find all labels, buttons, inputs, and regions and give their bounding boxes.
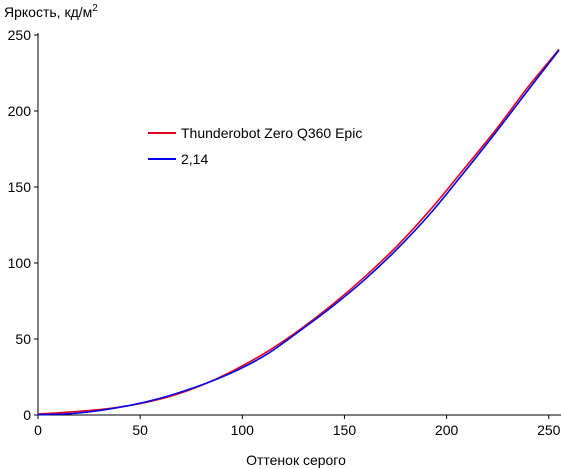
x-tick-label: 50 xyxy=(132,422,148,438)
series-line-gamma-2-14 xyxy=(37,49,560,416)
x-tick-label: 250 xyxy=(537,422,561,438)
x-tick-label: 0 xyxy=(34,422,42,438)
y-tick-label: 250 xyxy=(8,27,32,43)
y-tick-label: 50 xyxy=(15,331,31,347)
plot-area: 0 50 100 150 200 250 0 50 100 150 200 250 Thunderobo… xyxy=(8,27,561,438)
x-tick-label: 100 xyxy=(231,422,255,438)
y-axis-label-superscript: 2 xyxy=(92,3,98,14)
x-tick-label: 200 xyxy=(435,422,459,438)
legend-label: Thunderobot Zero Q360 Epic xyxy=(181,125,362,141)
series-line-thunderobot xyxy=(37,48,560,415)
y-tick-label: 200 xyxy=(8,103,32,119)
x-axis-label: Оттенок серого xyxy=(246,452,346,468)
y-axis-label-text: Яркость, кд/м xyxy=(4,4,92,20)
x-tick-label: 150 xyxy=(333,422,357,438)
y-tick-label: 100 xyxy=(8,255,32,271)
y-tick-label: 150 xyxy=(8,179,32,195)
y-tick-label: 0 xyxy=(23,407,31,423)
y-axis-label: Яркость, кд/м2 xyxy=(4,3,98,20)
legend-label: 2,14 xyxy=(181,151,208,167)
